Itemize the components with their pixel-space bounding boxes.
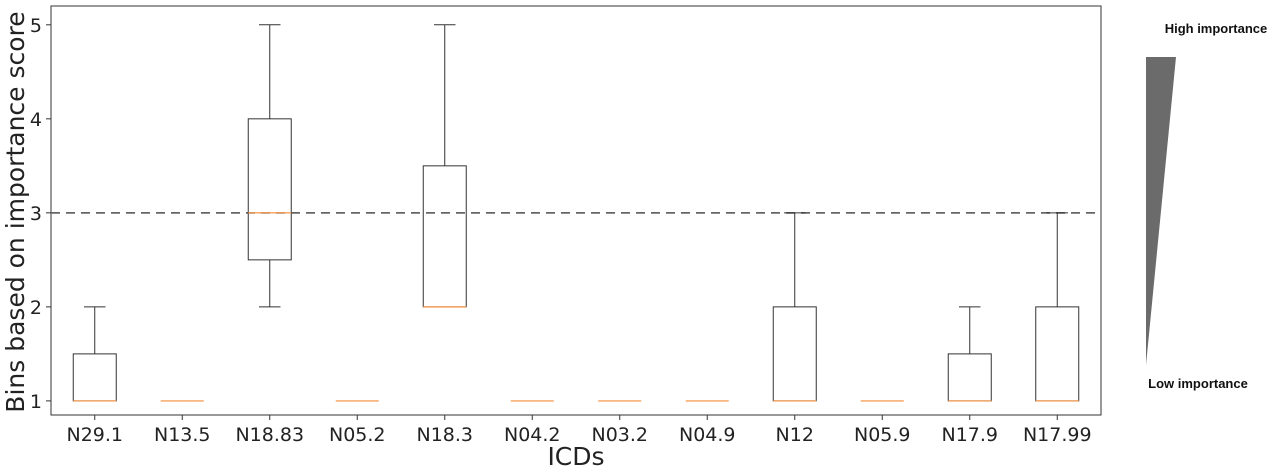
box-N17.99 — [1035, 212, 1080, 402]
box-iqr — [947, 353, 992, 402]
x-tick-label: N05.9 — [854, 424, 911, 446]
x-tick-label: N18.3 — [416, 424, 473, 446]
x-tick-label: N12 — [776, 424, 814, 446]
y-tick-label: 2 — [30, 297, 42, 319]
high-importance-label: High importance — [1165, 21, 1268, 36]
y-axis-title: Bins based on importance score — [1, 11, 30, 412]
x-tick-label: N05.2 — [329, 424, 386, 446]
x-axis: N29.1 N13.5 N18.83 N05.2 N18.3 N04.2 N03.2 N04.… — [66, 415, 1092, 446]
box-iqr — [422, 165, 467, 308]
x-tick-label: N03.2 — [591, 424, 648, 446]
x-tick-label: N13.5 — [154, 424, 211, 446]
y-tick-label: 1 — [30, 391, 42, 413]
x-tick-label: N17.9 — [941, 424, 998, 446]
y-tick-label: 5 — [30, 15, 42, 37]
plot-frame — [50, 5, 1102, 416]
y-axis: 1 2 3 4 5 — [30, 15, 51, 413]
box-iqr — [247, 118, 292, 261]
box-N17.9 — [947, 306, 992, 402]
x-axis-title: ICDs — [547, 442, 604, 471]
box-iqr — [72, 353, 117, 402]
box-N12 — [772, 212, 817, 402]
x-tick-label: N17.99 — [1023, 424, 1092, 446]
box-iqr — [772, 306, 817, 402]
importance-wedge — [1146, 57, 1176, 365]
boxes-group — [72, 24, 1080, 402]
box-N18.83 — [247, 24, 292, 308]
low-importance-label: Low importance — [1148, 376, 1248, 391]
x-tick-label: N18.83 — [235, 424, 304, 446]
y-tick-label: 3 — [30, 203, 42, 225]
y-tick-label: 4 — [30, 109, 42, 131]
box-N18.3 — [422, 24, 467, 308]
box-N29.1 — [72, 306, 117, 402]
x-tick-label: N04.9 — [679, 424, 736, 446]
x-tick-label: N29.1 — [66, 424, 123, 446]
x-tick-label: N04.2 — [504, 424, 561, 446]
box-iqr — [1035, 306, 1080, 402]
